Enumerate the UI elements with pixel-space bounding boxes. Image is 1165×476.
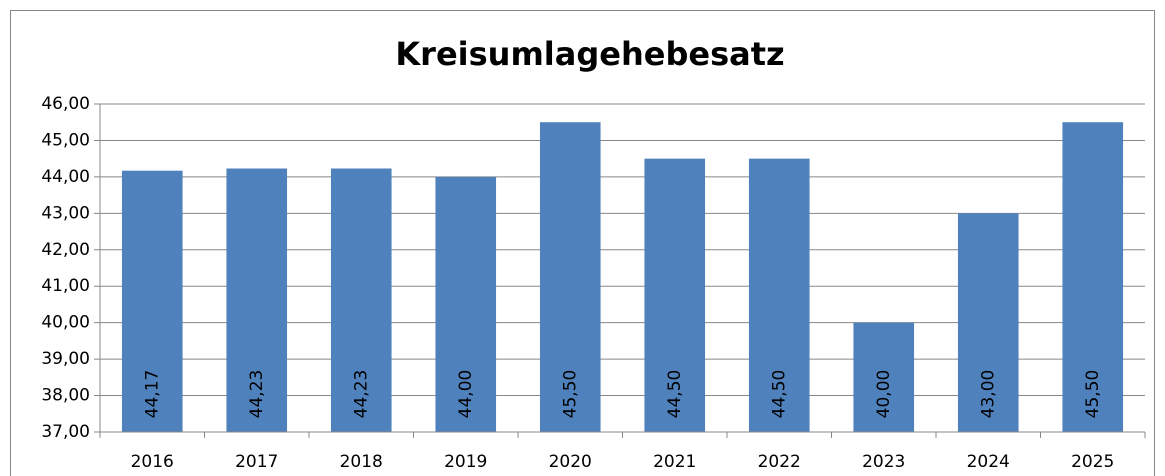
y-tick-label: 38,00 xyxy=(41,386,90,406)
bar xyxy=(121,170,183,432)
bar xyxy=(226,168,288,433)
value-label: 44,50 xyxy=(665,370,685,419)
bar xyxy=(644,158,706,432)
value-label: 43,00 xyxy=(978,370,998,419)
bar xyxy=(748,158,810,432)
x-tick-label: 2018 xyxy=(340,452,383,472)
value-label: 44,23 xyxy=(351,370,371,419)
y-tick-label: 39,00 xyxy=(41,349,90,369)
x-tick-label: 2022 xyxy=(758,452,801,472)
value-label: 45,50 xyxy=(560,370,580,419)
value-label: 44,50 xyxy=(769,370,789,419)
bar xyxy=(539,122,601,432)
chart-title: Kreisumlagehebesatz xyxy=(395,35,784,73)
y-tick-label: 43,00 xyxy=(41,203,90,223)
x-tick-label: 2017 xyxy=(235,452,278,472)
x-tick-label: 2023 xyxy=(862,452,905,472)
y-tick-label: 41,00 xyxy=(41,276,90,296)
y-tick-label: 45,00 xyxy=(41,130,90,150)
value-label: 44,23 xyxy=(247,370,267,419)
bar xyxy=(435,176,497,432)
y-tick-label: 46,00 xyxy=(41,94,90,114)
bar xyxy=(957,213,1019,432)
x-tick-label: 2025 xyxy=(1071,452,1114,472)
y-tick-label: 44,00 xyxy=(41,167,90,187)
bar xyxy=(330,168,392,433)
value-label: 44,00 xyxy=(456,370,476,419)
value-label: 45,50 xyxy=(1083,370,1103,419)
bar xyxy=(1062,122,1124,432)
x-tick-label: 2016 xyxy=(131,452,174,472)
x-tick-label: 2021 xyxy=(653,452,696,472)
y-tick-label: 40,00 xyxy=(41,313,90,333)
x-tick-label: 2024 xyxy=(967,452,1010,472)
bar xyxy=(853,322,915,432)
x-tick-label: 2019 xyxy=(444,452,487,472)
value-label: 44,17 xyxy=(142,370,162,419)
x-tick-label: 2020 xyxy=(549,452,592,472)
value-label: 40,00 xyxy=(874,370,894,419)
y-tick-label: 42,00 xyxy=(41,240,90,260)
y-tick-label: 37,00 xyxy=(41,422,90,442)
